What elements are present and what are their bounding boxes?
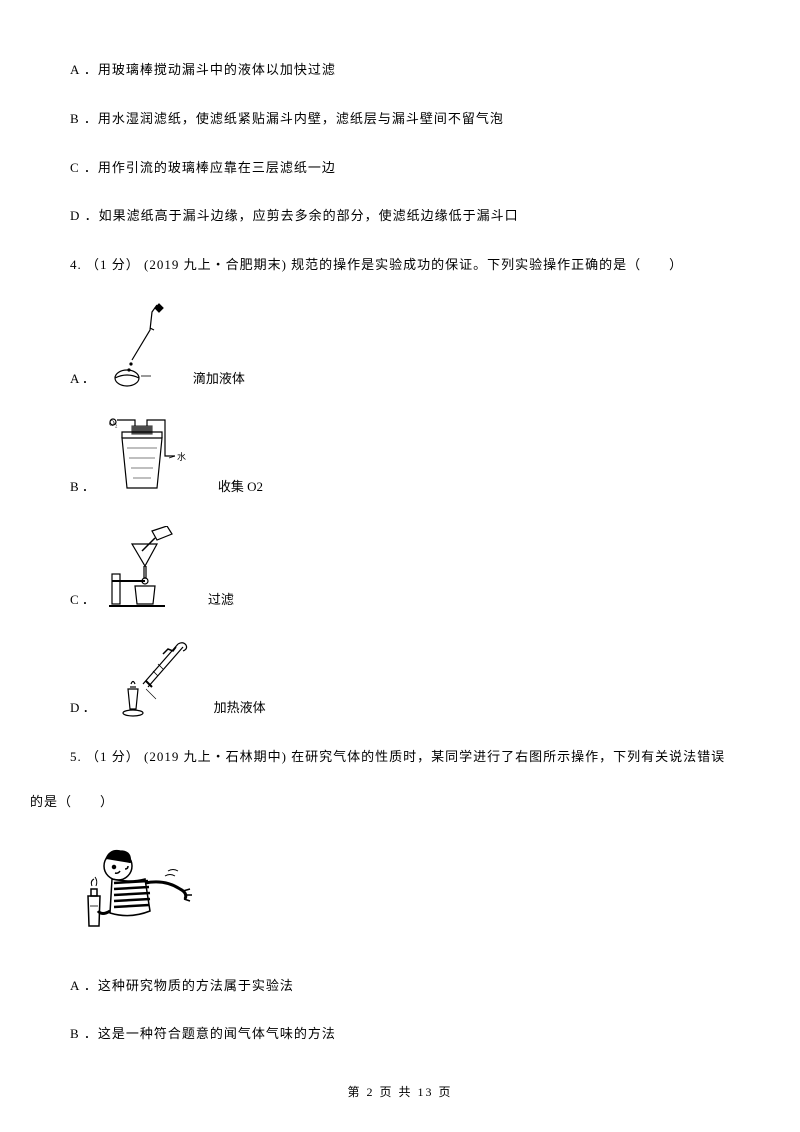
option-letter: B ． — [70, 477, 95, 498]
option-label: 滴加液体 — [193, 369, 245, 390]
page-footer: 第 2 页 共 13 页 — [0, 1083, 800, 1102]
q5-option-b: B ．这是一种符合题意的闻气体气味的方法 — [70, 1024, 730, 1045]
svg-text:O₂: O₂ — [109, 419, 118, 428]
q5-stem-line1: 5. （1 分） (2019 九上・石林期中) 在研究气体的性质时，某同学进行了… — [70, 747, 730, 768]
option-letter: A ． — [70, 369, 95, 390]
svg-text:水: 水 — [177, 451, 186, 462]
option-label: 收集 O2 — [218, 477, 263, 498]
q4-option-d: D ． 加热液体 — [70, 639, 730, 719]
q3-option-a: A ．用玻璃棒搅动漏斗中的液体以加快过滤 — [70, 60, 730, 81]
q5-stem-line2: 的是（ ） — [30, 792, 730, 813]
gas-collection-icon: O₂ 水 — [107, 418, 202, 498]
q5-figure — [70, 841, 730, 946]
q4-stem: 4. （1 分） (2019 九上・合肥期末) 规范的操作是实验成功的保证。下列… — [70, 255, 730, 276]
q5-option-a: A ．这种研究物质的方法属于实验法 — [70, 976, 730, 997]
q4-option-a: A ． 滴加液体 — [70, 300, 730, 390]
q3-option-c: C ．用作引流的玻璃棒应靠在三层滤纸一边 — [70, 158, 730, 179]
filter-icon — [107, 526, 192, 611]
q4-option-c: C ． 过滤 — [70, 526, 730, 611]
q3-option-d: D ．如果滤纸高于漏斗边缘，应剪去多余的部分，使滤纸边缘低于漏斗口 — [70, 206, 730, 227]
dropper-icon — [107, 300, 177, 390]
heating-liquid-icon — [108, 639, 198, 719]
option-letter: C ． — [70, 590, 95, 611]
q3-option-b: B ．用水湿润滤纸，使滤纸紧贴漏斗内壁，滤纸层与漏斗壁间不留气泡 — [70, 109, 730, 130]
option-letter: D ． — [70, 698, 96, 719]
option-label: 过滤 — [208, 590, 234, 611]
option-label: 加热液体 — [214, 698, 266, 719]
q4-option-b: B ． O₂ 水 收集 O2 — [70, 418, 730, 498]
